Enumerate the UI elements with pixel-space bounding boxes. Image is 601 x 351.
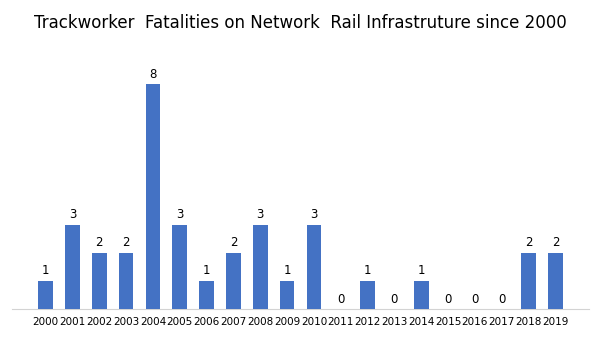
- Text: 1: 1: [418, 264, 425, 277]
- Bar: [307, 225, 322, 309]
- Bar: [119, 253, 133, 309]
- Text: 1: 1: [203, 264, 210, 277]
- Bar: [38, 281, 53, 309]
- Text: 2: 2: [552, 236, 559, 249]
- Text: 2: 2: [96, 236, 103, 249]
- Text: 1: 1: [42, 264, 49, 277]
- Text: 2: 2: [525, 236, 532, 249]
- Text: 3: 3: [176, 208, 183, 221]
- Bar: [226, 253, 241, 309]
- Text: 0: 0: [498, 293, 505, 306]
- Bar: [92, 253, 106, 309]
- Text: 8: 8: [149, 68, 157, 81]
- Text: 0: 0: [337, 293, 344, 306]
- Text: 3: 3: [310, 208, 317, 221]
- Text: 2: 2: [123, 236, 130, 249]
- Title: Trackworker  Fatalities on Network  Rail Infrastruture since 2000: Trackworker Fatalities on Network Rail I…: [34, 14, 567, 32]
- Text: 0: 0: [444, 293, 452, 306]
- Text: 1: 1: [364, 264, 371, 277]
- Bar: [145, 84, 160, 309]
- Bar: [279, 281, 294, 309]
- Text: 3: 3: [69, 208, 76, 221]
- Bar: [172, 225, 187, 309]
- Bar: [65, 225, 80, 309]
- Text: 2: 2: [230, 236, 237, 249]
- Bar: [521, 253, 536, 309]
- Bar: [253, 225, 267, 309]
- Text: 0: 0: [471, 293, 478, 306]
- Text: 0: 0: [391, 293, 398, 306]
- Bar: [414, 281, 429, 309]
- Text: 1: 1: [283, 264, 291, 277]
- Bar: [199, 281, 214, 309]
- Text: 3: 3: [257, 208, 264, 221]
- Bar: [360, 281, 375, 309]
- Bar: [548, 253, 563, 309]
